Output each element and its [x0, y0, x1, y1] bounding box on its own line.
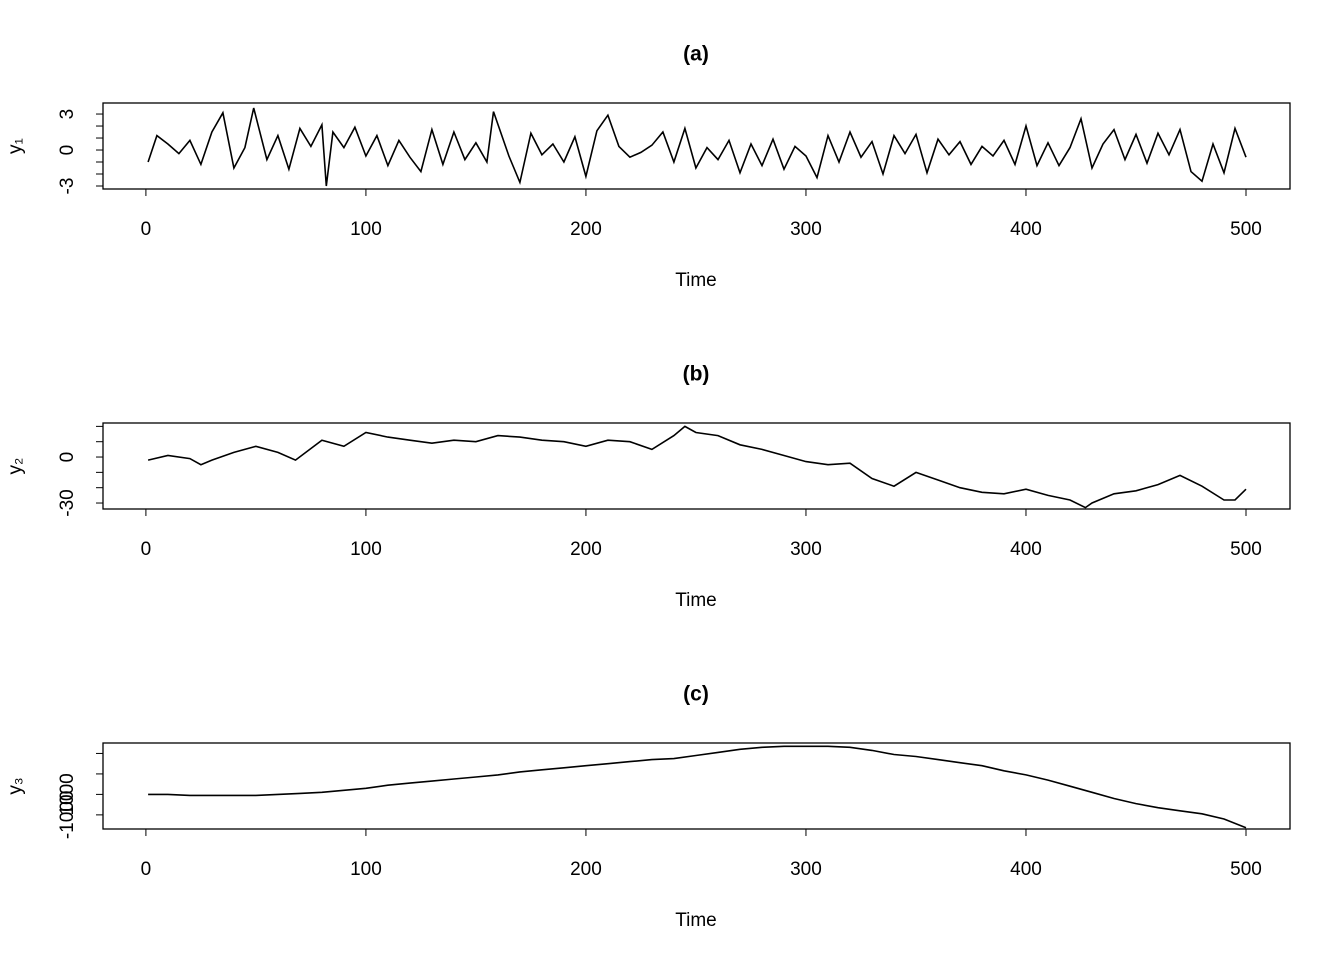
- x-tick-label: 100: [350, 219, 382, 240]
- x-tick-label: 500: [1230, 859, 1262, 880]
- x-axis-label: Time: [675, 910, 717, 931]
- chart-title: (c): [683, 683, 709, 706]
- x-tick-label: 400: [1010, 859, 1042, 880]
- x-tick-label: 400: [1010, 219, 1042, 240]
- y-axis-label: y₁: [5, 138, 26, 154]
- y-axis-label: y₃: [5, 777, 26, 794]
- x-tick-label: 200: [570, 859, 602, 880]
- x-tick-label: 300: [790, 539, 822, 560]
- x-axis-label: Time: [675, 270, 717, 291]
- y-axis-label: y₂: [5, 458, 26, 475]
- x-tick-label: 0: [141, 219, 152, 240]
- chart-title: (b): [683, 363, 710, 386]
- y-tick-label: -1000: [57, 791, 78, 840]
- y-tick-label: 0: [57, 452, 78, 463]
- chart-title: (a): [683, 43, 709, 66]
- plot-frame: [102, 422, 1291, 510]
- x-tick-label: 0: [141, 859, 152, 880]
- x-tick-label: 0: [141, 539, 152, 560]
- x-tick-label: 300: [790, 219, 822, 240]
- series-line: [148, 745, 1247, 829]
- x-tick-label: 100: [350, 859, 382, 880]
- x-axis-label: Time: [675, 590, 717, 611]
- y-tick-label: -30: [57, 489, 78, 516]
- y-tick-label: 3: [57, 109, 78, 120]
- y-tick-label: 0: [57, 145, 78, 156]
- x-tick-label: 100: [350, 539, 382, 560]
- x-tick-label: 500: [1230, 539, 1262, 560]
- x-tick-label: 400: [1010, 539, 1042, 560]
- x-tick-label: 200: [570, 539, 602, 560]
- series-line: [147, 425, 1247, 509]
- y-tick-label: -3: [57, 178, 78, 195]
- series-line: [147, 107, 1247, 187]
- x-tick-label: 500: [1230, 219, 1262, 240]
- x-tick-label: 200: [570, 219, 602, 240]
- x-tick-label: 300: [790, 859, 822, 880]
- y-tick-label: 1000: [57, 773, 78, 815]
